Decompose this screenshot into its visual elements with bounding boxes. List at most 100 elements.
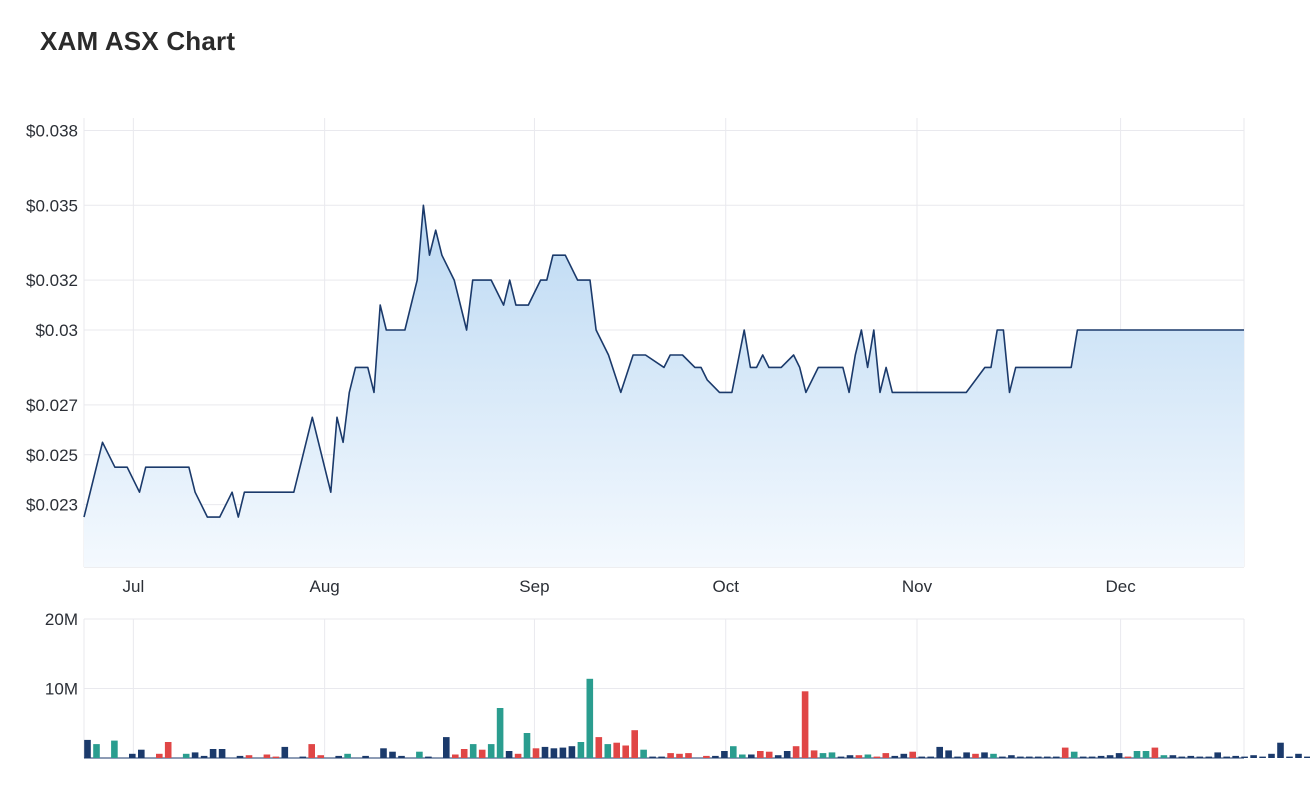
volume-bar [1250,755,1257,758]
volume-bar [1115,753,1123,758]
volume-bar [891,755,899,758]
volume-bar [1214,752,1221,758]
volume-bar [945,750,952,758]
volume-bar [703,755,710,758]
volume-bar [182,753,190,758]
volume-bar [792,746,800,758]
price-y-axis: $0.038 $0.035 $0.032 $0.03 $0.027 $0.025 $0.02… [26,121,78,514]
volume-bar [918,756,925,758]
volume-bar [972,753,979,758]
volume-bar [765,751,773,758]
volume-bar [389,751,396,758]
volume-bar [559,747,567,758]
volume-bar [514,753,522,758]
price-y-tick-label: $0.032 [26,271,78,290]
volume-bar [774,755,782,758]
volume-bar [1017,756,1024,758]
volume-bar [613,742,620,758]
volume-bar [1097,755,1105,758]
volume-bar [855,755,863,758]
volume-bar [927,756,934,758]
volume-bar [1205,756,1213,758]
volume-bar [631,730,638,758]
volume-bar [1232,755,1239,758]
volume-bar [505,751,513,758]
x-tick-label: Nov [902,577,933,596]
volume-bar [93,744,100,758]
volume-bar [873,756,881,758]
volume-bar [712,755,719,758]
volume-bar [380,748,387,758]
volume-bar [299,756,307,758]
volume-bar [900,753,908,758]
volume-bar [532,748,540,758]
volume-bar [568,746,576,758]
volume-bar [335,755,342,758]
price-y-tick-label: $0.027 [26,396,78,415]
volume-bar [478,749,486,758]
chart-title: XAM ASX Chart [40,26,236,56]
volume-bar [1088,756,1096,758]
volume-bar [1178,756,1186,758]
volume-bar [245,755,253,758]
x-tick-label: Jul [122,577,144,596]
price-y-tick-label: $0.025 [26,446,78,465]
volume-bar [1259,756,1266,758]
volume-bar [308,744,315,758]
date-x-axis: Jul Aug Sep Oct Nov Dec [122,577,1136,596]
volume-bar [164,742,172,758]
volume-bar [550,748,558,758]
volume-bar [837,756,845,758]
volume-y-axis: 20M 10M [45,610,78,699]
volume-bar [1223,756,1230,758]
volume-bar [739,754,746,758]
volume-bar [460,749,468,758]
volume-bar [999,756,1006,758]
volume-bar [1133,751,1141,758]
volume-bar [1187,755,1195,758]
volume-bars [84,678,1310,758]
volume-bar [1196,756,1204,758]
volume-bar [721,751,728,758]
volume-bar [828,752,836,758]
volume-bar [1008,755,1015,758]
volume-bar [1124,756,1132,758]
volume-bar [1295,753,1302,758]
volume-bar [783,751,791,758]
volume-bar [667,753,674,758]
volume-bar [981,752,988,758]
volume-bar [577,742,585,758]
volume-bar [730,746,737,758]
volume-bar [801,691,809,758]
volume-gridlines [83,618,1245,759]
volume-bar [685,753,692,758]
volume-bar [362,755,369,758]
volume-bar [469,744,477,758]
volume-bar [819,753,827,758]
volume-bar [954,756,961,758]
volume-bar [1035,756,1042,758]
volume-bar [443,737,450,758]
volume-bar [1142,751,1150,758]
volume-bar [1053,756,1060,758]
volume-bar [1304,756,1310,758]
volume-bar [425,756,432,758]
price-y-tick-label: $0.038 [26,121,78,140]
volume-bar [604,744,612,758]
volume-bar [909,751,916,758]
volume-bar [1268,753,1275,758]
x-tick-label: Oct [712,577,739,596]
volume-bar [416,751,423,758]
price-series [83,204,1245,568]
volume-bar [990,753,997,758]
price-y-tick-label: $0.03 [35,321,78,340]
volume-bar [272,756,280,758]
volume-bar [398,755,405,758]
volume-bar [622,745,629,758]
volume-bar [1079,756,1087,758]
volume-bar [1241,756,1248,758]
price-y-tick-label: $0.023 [26,496,78,515]
volume-bar [84,739,91,758]
volume-bar [452,754,459,758]
x-tick-label: Dec [1105,577,1136,596]
